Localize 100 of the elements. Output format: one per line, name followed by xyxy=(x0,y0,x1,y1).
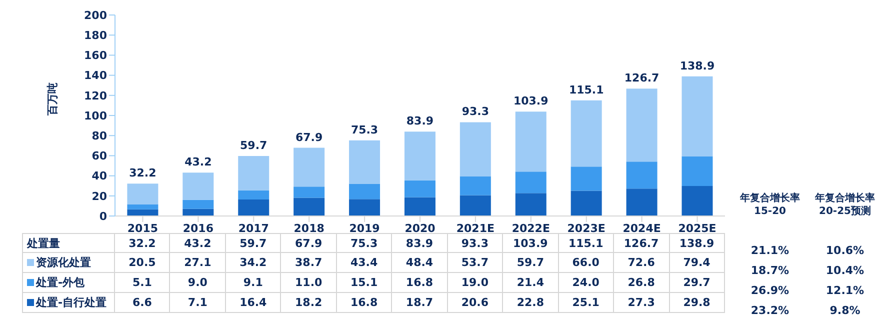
data-label: 7.1 xyxy=(170,293,226,313)
bar xyxy=(570,166,602,191)
y-tick-label: 60 xyxy=(92,150,108,163)
bar xyxy=(349,199,380,216)
bar xyxy=(626,88,658,162)
data-label: 6.6 xyxy=(115,293,170,313)
data-label: 9.1 xyxy=(226,273,282,293)
data-label: 34.2 xyxy=(226,253,282,273)
data-label: 66.0 xyxy=(558,253,614,273)
data-label: 18.2 xyxy=(281,293,337,313)
data-label: 38.7 xyxy=(281,253,337,273)
total-label: 103.9 xyxy=(513,94,548,108)
data-label: 43.4 xyxy=(336,253,392,273)
text: 32.2 xyxy=(128,237,156,250)
bar xyxy=(127,204,158,210)
total-label: 59.7 xyxy=(240,139,268,152)
bar xyxy=(294,198,325,216)
y-tick-label: 20 xyxy=(92,190,108,203)
x-tick-label: 2018 xyxy=(294,222,324,235)
bar xyxy=(238,156,270,190)
bar xyxy=(626,162,658,189)
bar xyxy=(682,186,713,216)
x-tick-label: 2024E xyxy=(622,222,661,235)
x-tick-label: 2016 xyxy=(182,222,214,235)
y-tick-label: 200 xyxy=(84,8,108,22)
text: 12.1% xyxy=(824,283,866,299)
data-label: 27.3 xyxy=(614,293,670,313)
bar xyxy=(515,193,546,216)
bar xyxy=(182,208,214,216)
bar xyxy=(349,140,380,184)
x-tick-label: 2020 xyxy=(404,222,436,235)
data-label: 53.7 xyxy=(448,253,504,273)
bar xyxy=(682,76,713,156)
y-tick-label: 100 xyxy=(84,109,108,122)
text: 138.9 xyxy=(679,237,714,250)
text: 115.1 xyxy=(568,237,604,250)
data-label: 16.8 xyxy=(336,293,392,313)
data-label: 29.7 xyxy=(670,273,725,293)
data-label: 9.0 xyxy=(170,273,226,293)
text: 67.9 xyxy=(295,237,322,250)
bar xyxy=(127,209,158,216)
total-label: 43.2 xyxy=(184,156,212,169)
x-tick-label: 2019 xyxy=(349,222,380,235)
total-label: 75.3 xyxy=(350,123,378,136)
text: 43.2 xyxy=(184,237,212,250)
x-tick-label: 2015 xyxy=(127,222,158,235)
bar xyxy=(460,176,491,196)
y-tick-label: 0 xyxy=(99,210,108,223)
x-tick-label: 2022E xyxy=(512,222,550,235)
text: 10.6% xyxy=(824,243,866,259)
x-tick-label: 2021E xyxy=(456,222,495,235)
y-tick-label: 180 xyxy=(84,29,108,42)
bar xyxy=(404,132,436,180)
bar xyxy=(515,172,546,194)
x-tick-label: 2025E xyxy=(678,222,716,235)
data-label: 24.0 xyxy=(558,273,614,293)
text: 21.1% xyxy=(750,243,790,259)
bar xyxy=(349,184,380,200)
bar xyxy=(460,195,491,216)
bar xyxy=(294,148,325,187)
total-label: 126.7 xyxy=(624,72,660,85)
text: 处置量 xyxy=(22,233,115,253)
text: 9.8% xyxy=(828,303,862,319)
data-label: 59.7 xyxy=(503,253,559,273)
bar xyxy=(570,190,602,216)
bar xyxy=(182,172,214,200)
text: 年复合增长率 20-25预测 xyxy=(814,192,876,218)
bar xyxy=(570,100,602,167)
data-label: 48.4 xyxy=(392,253,448,273)
text: 26.9% xyxy=(750,283,790,299)
data-label: 5.1 xyxy=(115,273,170,293)
text: 75.3 xyxy=(350,237,378,250)
data-label: 11.0 xyxy=(281,273,337,293)
bar xyxy=(626,188,658,216)
text: 年复合增长率 15-20 xyxy=(738,192,801,218)
bar xyxy=(404,180,436,198)
data-label: 25.1 xyxy=(558,293,614,313)
bar xyxy=(515,112,546,172)
x-tick-label: 2023E xyxy=(567,222,606,235)
text: 103.9 xyxy=(513,237,548,250)
bar xyxy=(182,200,214,209)
legend-label: 资源化处置 xyxy=(22,253,115,273)
text: 93.3 xyxy=(461,237,489,250)
y-tick-label: 120 xyxy=(84,89,108,102)
y-tick-label: 80 xyxy=(92,130,108,143)
bar xyxy=(238,200,270,216)
text: 126.7 xyxy=(624,237,659,250)
total-label: 83.9 xyxy=(406,114,434,128)
text: 83.9 xyxy=(406,237,434,250)
y-axis-title: 百万吨 xyxy=(46,82,59,116)
total-label: 138.9 xyxy=(680,59,715,72)
total-label: 32.2 xyxy=(129,166,156,180)
total-label: 93.3 xyxy=(462,105,489,118)
data-label: 26.8 xyxy=(614,273,670,293)
bar xyxy=(460,122,491,176)
data-label: 29.8 xyxy=(670,293,725,313)
data-label: 21.4 xyxy=(503,273,559,293)
bar xyxy=(404,197,436,216)
text: 23.2% xyxy=(750,303,790,319)
data-label: 16.8 xyxy=(392,273,448,293)
